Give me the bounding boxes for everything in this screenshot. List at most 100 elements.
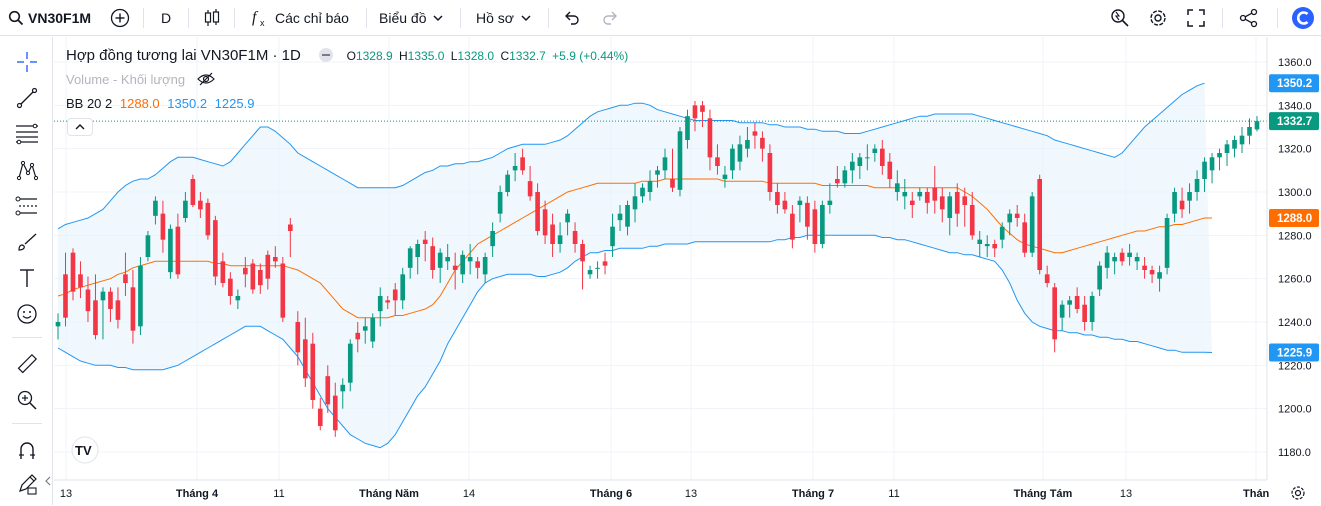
chart-type-button[interactable] [203, 0, 221, 36]
remove-symbol-button[interactable] [318, 48, 333, 62]
emoji-tool[interactable] [13, 300, 41, 328]
quick-search-button[interactable] [1110, 0, 1130, 36]
collapse-toolbar-button[interactable] [44, 473, 52, 489]
fullscreen-button[interactable] [1187, 0, 1205, 36]
candle-body [108, 291, 113, 309]
candle [108, 287, 113, 322]
candle [977, 231, 983, 257]
candle-body [610, 226, 615, 247]
candle [287, 218, 293, 257]
candle [235, 289, 241, 309]
brand-logo[interactable] [1291, 0, 1315, 36]
candle-body [595, 267, 600, 269]
trend-line-tool[interactable] [13, 84, 41, 112]
candle-body [692, 105, 698, 119]
legend-collapse-button[interactable] [67, 118, 93, 136]
bb-legend[interactable]: BB 20 2 1288.0 1350.2 1225.9 [66, 96, 254, 111]
pattern-tool[interactable] [13, 156, 41, 184]
candle [482, 252, 488, 283]
symbol-title[interactable]: Hợp đồng tương lai VN30F1M · 1D [66, 47, 301, 64]
candle-body [632, 196, 638, 210]
candle [1104, 246, 1110, 279]
time-tick-label: Tháng 4 [176, 488, 219, 500]
candle-body [1142, 265, 1147, 270]
interval-button[interactable]: D [161, 0, 171, 36]
candle [198, 192, 203, 218]
candle-body [924, 192, 930, 203]
tv-logo[interactable]: TV [68, 436, 102, 464]
candle-body [1082, 304, 1087, 322]
axis-settings-button[interactable] [1290, 485, 1306, 501]
candle-body [1194, 179, 1200, 192]
chart-layout-button[interactable]: Biểu đồ [379, 0, 444, 36]
zoom-tool[interactable] [13, 386, 41, 414]
candle [745, 127, 750, 158]
measure-tool[interactable] [13, 350, 41, 378]
candle [130, 270, 136, 344]
settings-button[interactable] [1148, 0, 1168, 36]
volume-legend[interactable]: Volume - Khối lượng [66, 72, 215, 87]
profile-button[interactable]: Hồ sơ [476, 0, 532, 36]
brush-icon [18, 233, 37, 251]
candle-body [1112, 257, 1117, 262]
price-label-text: 1332.7 [1277, 116, 1312, 128]
brush-tool[interactable] [13, 228, 41, 256]
candle-body [63, 274, 68, 318]
text-tool[interactable] [13, 264, 41, 292]
candle-body [1172, 192, 1177, 214]
candle-body [722, 174, 728, 179]
candle [250, 259, 256, 294]
candle-body [857, 157, 863, 166]
candle-body [535, 192, 540, 231]
eye-off-icon[interactable] [196, 72, 215, 86]
candle [228, 272, 233, 305]
lock-drawings-tool[interactable] [13, 470, 41, 498]
candle-body [954, 192, 960, 214]
redo-button[interactable] [601, 0, 619, 36]
crosshair-tool[interactable] [13, 48, 41, 76]
candle [842, 166, 848, 188]
magnet-tool[interactable] [13, 436, 41, 464]
candle [894, 170, 900, 201]
candle-body [175, 226, 181, 275]
svg-text:TV: TV [75, 443, 92, 458]
candle [340, 378, 346, 409]
candle [153, 196, 158, 225]
candle [595, 261, 600, 279]
candle-body [467, 257, 473, 262]
candle-body [850, 161, 855, 171]
candle [1179, 187, 1185, 218]
undo-button[interactable] [563, 0, 581, 36]
candle [1149, 265, 1155, 283]
candle-body [250, 263, 256, 290]
candle [138, 257, 143, 335]
candle [947, 192, 953, 236]
candle [1157, 265, 1162, 292]
fib-tool[interactable] [13, 120, 41, 148]
candle-body [565, 213, 570, 223]
candle [55, 313, 61, 340]
candle [1217, 148, 1222, 171]
candle [692, 101, 698, 132]
candle-body [647, 181, 653, 192]
add-symbol-button[interactable] [110, 0, 130, 36]
share-button[interactable] [1239, 0, 1259, 36]
candle-body [760, 137, 765, 149]
high-value: 1335.0 [407, 49, 445, 63]
time-tick-label: 13 [1120, 488, 1132, 500]
candle [325, 365, 331, 413]
candle [1194, 170, 1200, 201]
candle [737, 135, 743, 171]
candle [85, 276, 91, 322]
projection-tool[interactable] [13, 192, 41, 220]
candle [512, 153, 518, 182]
candle-body [1059, 304, 1065, 318]
candle-body [1247, 127, 1252, 136]
candle [1037, 174, 1043, 275]
fullscreen-icon [1187, 9, 1205, 27]
logo-icon [1292, 7, 1314, 29]
candle [347, 339, 353, 392]
symbol-search[interactable]: VN30F1M [8, 0, 91, 36]
